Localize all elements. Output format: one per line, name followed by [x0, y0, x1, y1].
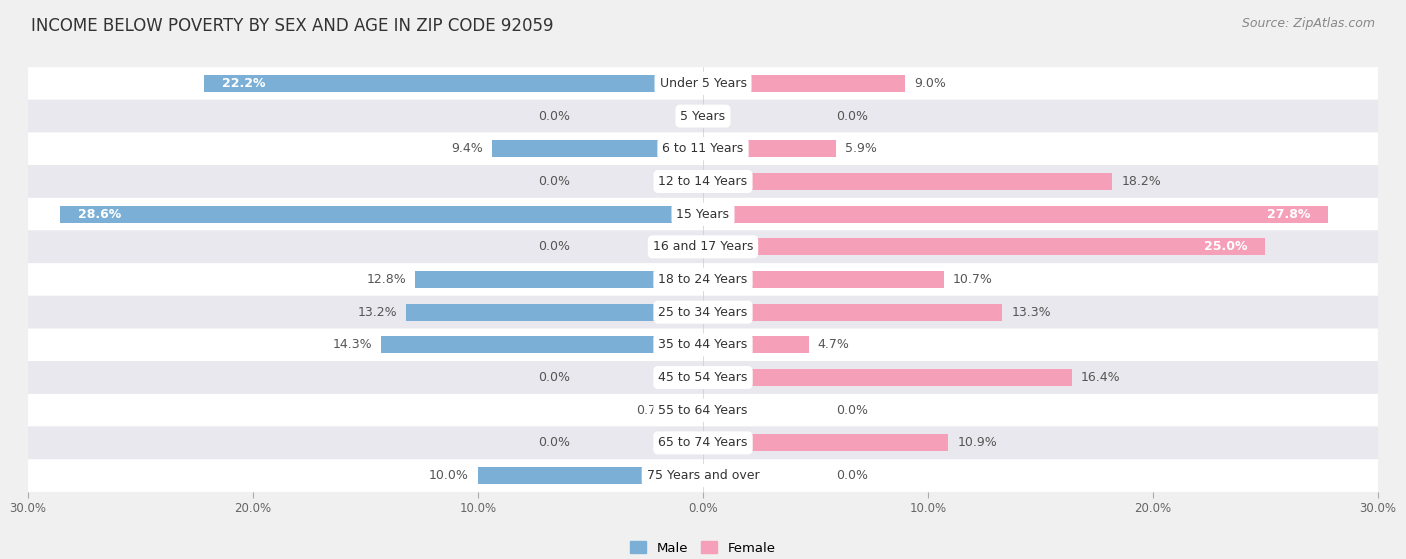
Text: 16 and 17 Years: 16 and 17 Years — [652, 240, 754, 253]
FancyBboxPatch shape — [28, 296, 1378, 329]
Text: 0.79%: 0.79% — [637, 404, 676, 416]
FancyBboxPatch shape — [28, 329, 1378, 361]
Text: 14.3%: 14.3% — [333, 338, 373, 352]
Text: 0.0%: 0.0% — [538, 110, 571, 122]
FancyBboxPatch shape — [28, 361, 1378, 394]
Text: 6 to 11 Years: 6 to 11 Years — [662, 143, 744, 155]
Text: 0.0%: 0.0% — [538, 371, 571, 384]
Text: 9.4%: 9.4% — [451, 143, 482, 155]
Text: 27.8%: 27.8% — [1267, 207, 1310, 221]
Text: 10.9%: 10.9% — [957, 437, 997, 449]
Text: 18.2%: 18.2% — [1122, 175, 1161, 188]
Text: 10.0%: 10.0% — [429, 469, 470, 482]
Text: 13.2%: 13.2% — [357, 306, 396, 319]
Bar — [703, 75, 905, 92]
Text: 12 to 14 Years: 12 to 14 Years — [658, 175, 748, 188]
FancyBboxPatch shape — [28, 427, 1378, 459]
Text: 35 to 44 Years: 35 to 44 Years — [658, 338, 748, 352]
Bar — [703, 140, 835, 157]
Text: 0.0%: 0.0% — [835, 404, 868, 416]
FancyBboxPatch shape — [28, 198, 1378, 230]
FancyBboxPatch shape — [28, 100, 1378, 132]
Text: 5.9%: 5.9% — [845, 143, 876, 155]
Text: Under 5 Years: Under 5 Years — [659, 77, 747, 90]
Text: 9.0%: 9.0% — [914, 77, 946, 90]
FancyBboxPatch shape — [28, 67, 1378, 100]
Text: 12.8%: 12.8% — [367, 273, 406, 286]
FancyBboxPatch shape — [28, 165, 1378, 198]
Text: 75 Years and over: 75 Years and over — [647, 469, 759, 482]
Text: 13.3%: 13.3% — [1011, 306, 1050, 319]
Text: 16.4%: 16.4% — [1081, 371, 1121, 384]
Bar — [703, 271, 943, 288]
Bar — [59, 206, 703, 222]
Bar — [703, 434, 948, 452]
Legend: Male, Female: Male, Female — [626, 536, 780, 559]
Bar — [415, 271, 703, 288]
Bar — [703, 304, 1002, 321]
Text: 4.7%: 4.7% — [818, 338, 849, 352]
FancyBboxPatch shape — [28, 263, 1378, 296]
Text: INCOME BELOW POVERTY BY SEX AND AGE IN ZIP CODE 92059: INCOME BELOW POVERTY BY SEX AND AGE IN Z… — [31, 17, 554, 35]
Text: 0.0%: 0.0% — [538, 437, 571, 449]
Text: 0.0%: 0.0% — [835, 469, 868, 482]
Bar — [478, 467, 703, 484]
Text: 45 to 54 Years: 45 to 54 Years — [658, 371, 748, 384]
FancyBboxPatch shape — [28, 394, 1378, 427]
Text: 65 to 74 Years: 65 to 74 Years — [658, 437, 748, 449]
Text: 55 to 64 Years: 55 to 64 Years — [658, 404, 748, 416]
Bar — [204, 75, 703, 92]
Bar — [703, 238, 1265, 255]
Text: 0.0%: 0.0% — [835, 110, 868, 122]
Bar — [703, 369, 1071, 386]
Text: 10.7%: 10.7% — [953, 273, 993, 286]
FancyBboxPatch shape — [28, 459, 1378, 492]
Bar — [703, 337, 808, 353]
Text: 28.6%: 28.6% — [77, 207, 121, 221]
Text: 15 Years: 15 Years — [676, 207, 730, 221]
Bar — [703, 173, 1112, 190]
Text: 25 to 34 Years: 25 to 34 Years — [658, 306, 748, 319]
Text: 18 to 24 Years: 18 to 24 Years — [658, 273, 748, 286]
Text: 25.0%: 25.0% — [1204, 240, 1247, 253]
Text: 0.0%: 0.0% — [538, 175, 571, 188]
Bar — [381, 337, 703, 353]
FancyBboxPatch shape — [28, 230, 1378, 263]
Bar — [703, 206, 1329, 222]
Text: 5 Years: 5 Years — [681, 110, 725, 122]
Bar — [685, 402, 703, 419]
Text: 0.0%: 0.0% — [538, 240, 571, 253]
Bar — [492, 140, 703, 157]
Text: 22.2%: 22.2% — [222, 77, 266, 90]
FancyBboxPatch shape — [28, 132, 1378, 165]
Bar — [406, 304, 703, 321]
Text: Source: ZipAtlas.com: Source: ZipAtlas.com — [1241, 17, 1375, 30]
